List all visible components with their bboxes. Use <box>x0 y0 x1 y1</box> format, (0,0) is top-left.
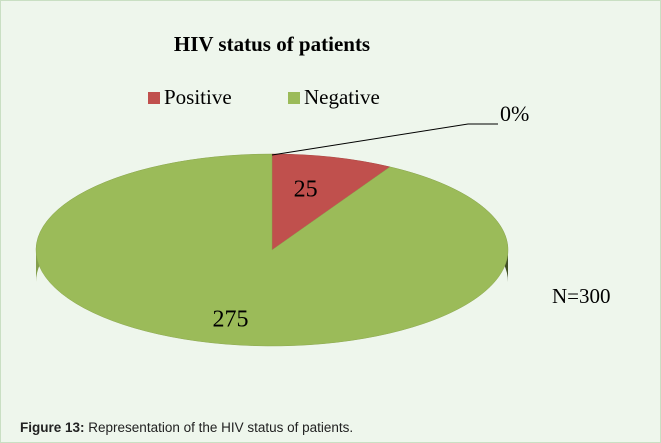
data-label: 275 <box>212 307 248 333</box>
data-label: 25 <box>294 176 318 202</box>
chart-title: HIV status of patients <box>174 32 370 56</box>
caption: Figure 13: Representation of the HIV sta… <box>20 420 353 435</box>
legend-label: Negative <box>304 85 380 109</box>
leader-line <box>271 123 498 156</box>
annotation: N=300 <box>552 284 611 308</box>
pie: 25 275 <box>35 153 509 347</box>
legend-label: Positive <box>164 85 232 109</box>
legend: Positive Negative <box>148 85 380 109</box>
caption-text: Representation of the HIV status of pati… <box>88 420 353 435</box>
caption-label: Figure 13: <box>20 420 85 435</box>
annotation: 0% <box>500 101 529 126</box>
slice <box>35 153 509 347</box>
legend-swatch <box>148 92 160 104</box>
legend-swatch <box>288 92 300 104</box>
